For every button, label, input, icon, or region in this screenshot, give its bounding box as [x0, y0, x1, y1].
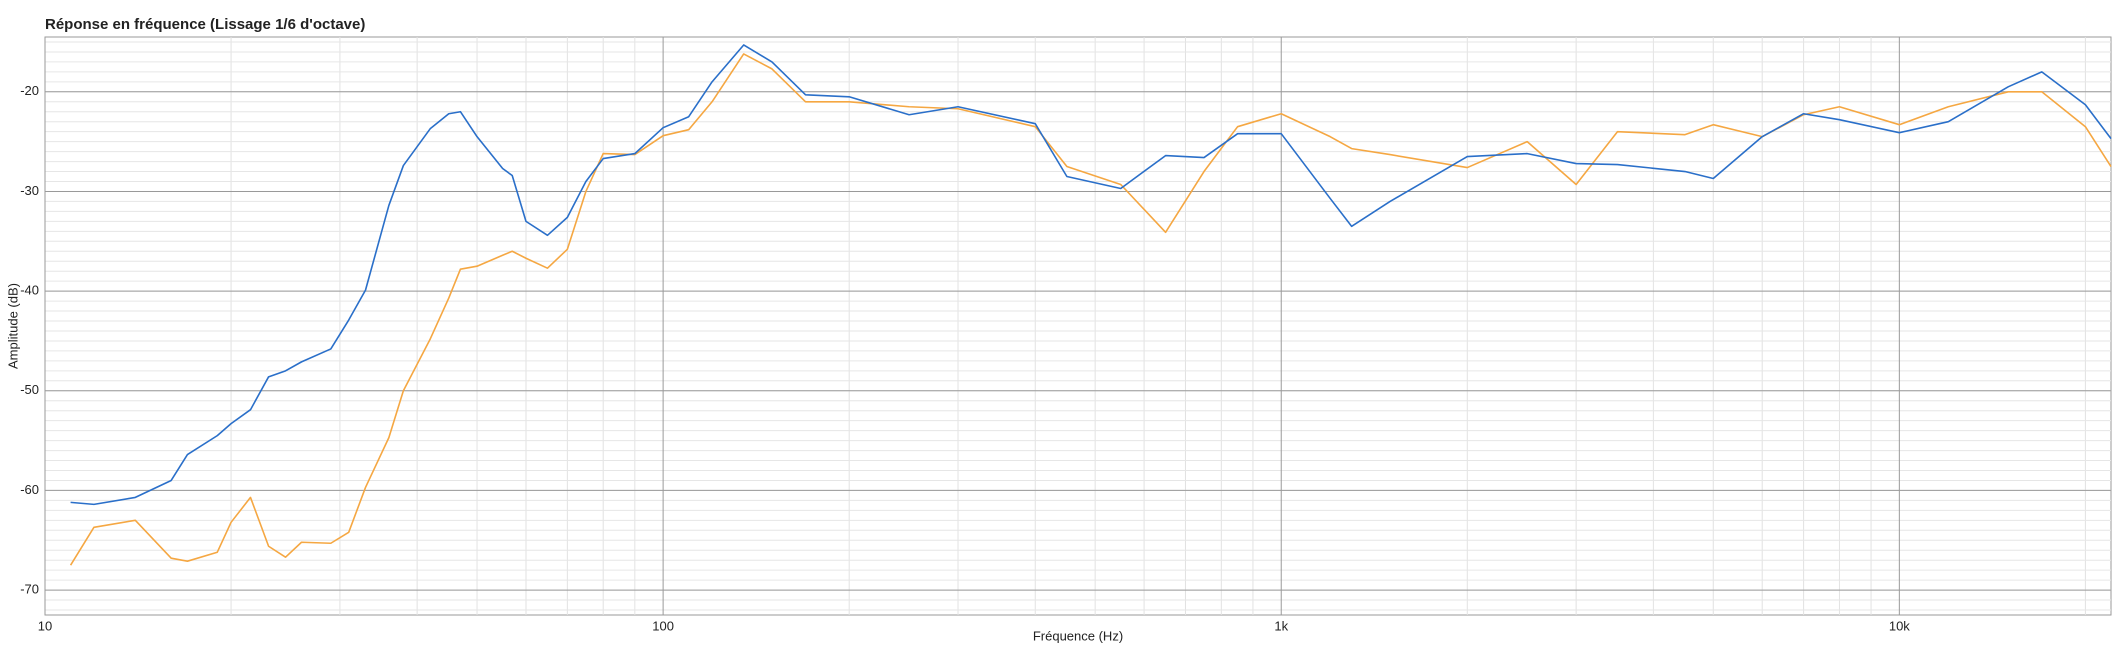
y-tick-label: -40 — [20, 283, 39, 298]
y-tick-label: -70 — [20, 582, 39, 597]
series-line — [70, 44, 2112, 506]
x-tick-label: 100 — [652, 618, 674, 633]
y-tick-label: -60 — [20, 482, 39, 497]
x-axis-label: Fréquence (Hz) — [1033, 628, 1123, 643]
x-tick-label: 10k — [1889, 618, 1910, 633]
plot-area — [44, 36, 2112, 616]
y-tick-label: -30 — [20, 183, 39, 198]
y-axis-label: Amplitude (dB) — [5, 283, 20, 369]
y-tick-label: -20 — [20, 83, 39, 98]
x-tick-label: 1k — [1274, 618, 1288, 633]
y-tick-label: -50 — [20, 382, 39, 397]
series-line — [69, 53, 2112, 566]
chart-title: Réponse en fréquence (Lissage 1/6 d'octa… — [45, 16, 365, 33]
x-tick-label: 10 — [38, 618, 52, 633]
